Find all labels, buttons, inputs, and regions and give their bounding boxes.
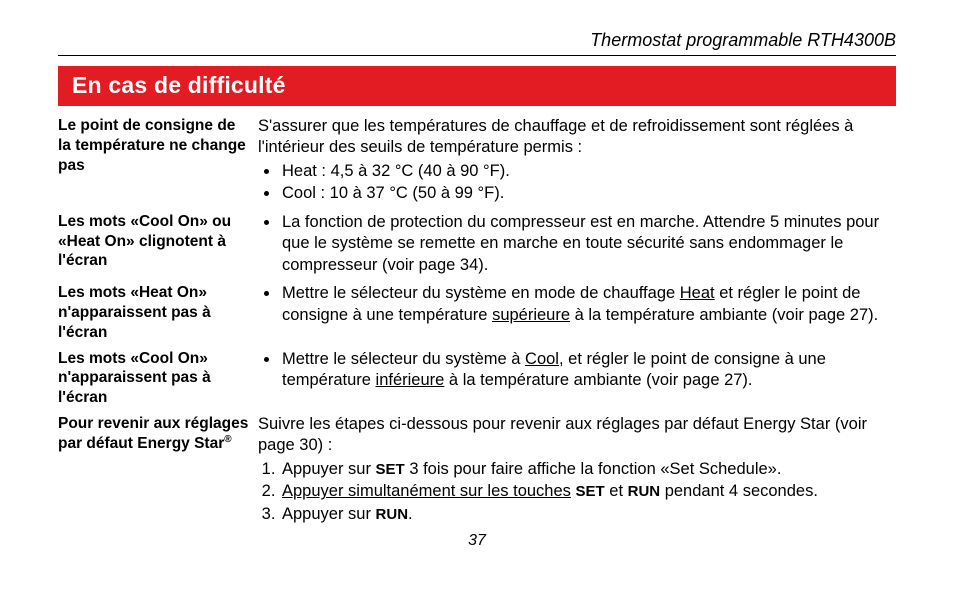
text: à la température ambiante (voir page 27)… <box>444 371 752 389</box>
row-intro: S'assurer que les températures de chauff… <box>258 116 896 159</box>
page-number: 37 <box>58 532 896 550</box>
text: Appuyer sur <box>282 505 376 523</box>
row-content: Suivre les étapes ci-dessous pour reveni… <box>258 414 896 526</box>
row-steps: Appuyer sur SET 3 fois pour faire affich… <box>258 459 896 525</box>
bullet-compressor: La fonction de protection du compresseur… <box>280 212 896 276</box>
bullet-cool-mode: Mettre le sélecteur du système à Cool, e… <box>280 349 896 392</box>
key-run: RUN <box>376 506 409 523</box>
row-label: Pour revenir aux réglages par défaut Ene… <box>58 414 258 454</box>
header-product: Thermostat programmable RTH4300B <box>58 30 896 56</box>
text: 3 fois pour faire affiche la fonction «S… <box>405 460 782 478</box>
registered-icon: ® <box>224 434 231 445</box>
text-underline: Heat <box>680 284 715 302</box>
page: Thermostat programmable RTH4300B En cas … <box>0 0 954 560</box>
trouble-row-setpoint: Le point de consigne de la température n… <box>58 116 896 206</box>
text-underline: Cool <box>525 350 559 368</box>
text: à la température ambiante (voir page 27)… <box>570 306 878 324</box>
text: et <box>605 482 628 500</box>
text: Mettre le sélecteur du système en mode d… <box>282 284 680 302</box>
text: Appuyer sur <box>282 460 376 478</box>
text-underline: supérieure <box>492 306 570 324</box>
step-1: Appuyer sur SET 3 fois pour faire affich… <box>280 459 896 480</box>
step-3: Appuyer sur RUN. <box>280 504 896 525</box>
row-intro: Suivre les étapes ci-dessous pour reveni… <box>258 414 896 457</box>
text: pendant 4 secondes. <box>660 482 818 500</box>
text: . <box>408 505 413 523</box>
label-text: Pour revenir aux réglages par défaut Ene… <box>58 415 248 452</box>
text-underline: inférieure <box>376 371 445 389</box>
row-content: S'assurer que les températures de chauff… <box>258 116 896 206</box>
text: Mettre le sélecteur du système à <box>282 350 525 368</box>
row-label: Le point de consigne de la température n… <box>58 116 258 175</box>
trouble-row-heaton-missing: Les mots «Heat On» n'apparaissent pas à … <box>58 283 896 342</box>
row-bullets: Mettre le sélecteur du système à Cool, e… <box>258 349 896 392</box>
trouble-row-coolon-missing: Les mots «Cool On» n'apparaissent pas à … <box>58 349 896 408</box>
row-label: Les mots «Cool On» n'apparaissent pas à … <box>58 349 258 408</box>
key-run: RUN <box>628 483 661 500</box>
section-banner: En cas de difficulté <box>58 66 896 106</box>
bullet-cool-range: Cool : 10 à 37 °C (50 à 99 °F). <box>280 183 896 204</box>
key-set: SET <box>376 461 405 478</box>
step-2: Appuyer simultanément sur les touches SE… <box>280 481 896 502</box>
bullet-heat-range: Heat : 4,5 à 32 °C (40 à 90 °F). <box>280 161 896 182</box>
bullet-heat-mode: Mettre le sélecteur du système en mode d… <box>280 283 896 326</box>
row-bullets: Heat : 4,5 à 32 °C (40 à 90 °F). Cool : … <box>258 161 896 205</box>
row-label: Les mots «Heat On» n'apparaissent pas à … <box>58 283 258 342</box>
row-content: Mettre le sélecteur du système à Cool, e… <box>258 349 896 393</box>
row-content: La fonction de protection du compresseur… <box>258 212 896 277</box>
row-bullets: La fonction de protection du compresseur… <box>258 212 896 276</box>
row-content: Mettre le sélecteur du système en mode d… <box>258 283 896 327</box>
trouble-row-energystar: Pour revenir aux réglages par défaut Ene… <box>58 414 896 526</box>
text-underline: Appuyer simultanément sur les touches <box>282 482 571 500</box>
row-label: Les mots «Cool On» ou «Heat On» clignote… <box>58 212 258 271</box>
key-set: SET <box>576 483 605 500</box>
row-bullets: Mettre le sélecteur du système en mode d… <box>258 283 896 326</box>
trouble-row-blinking: Les mots «Cool On» ou «Heat On» clignote… <box>58 212 896 277</box>
